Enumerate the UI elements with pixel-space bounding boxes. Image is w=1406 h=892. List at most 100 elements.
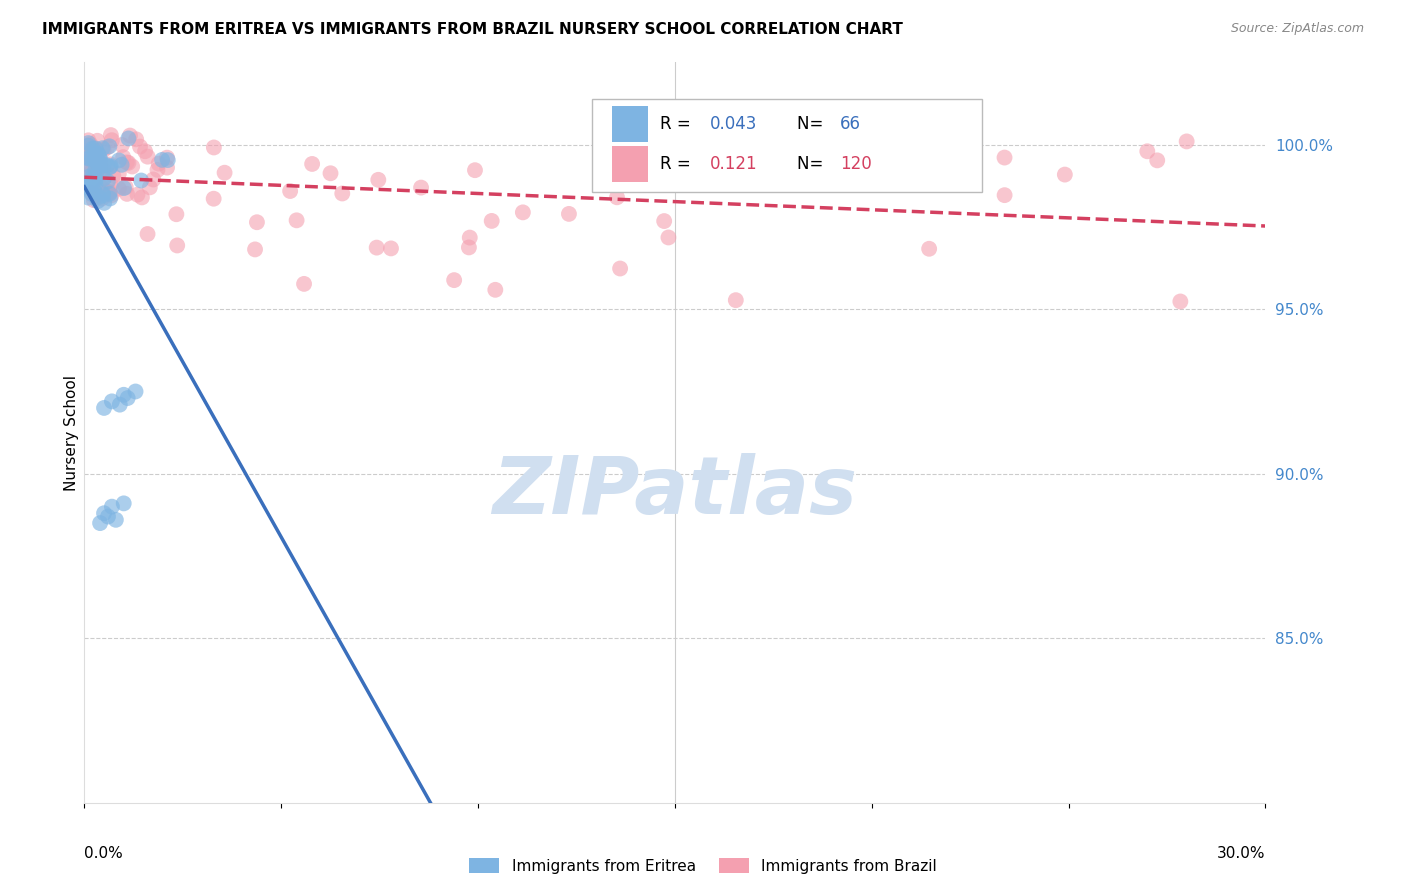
Point (129, 139, 152, 153)
Point (115, 155, 138, 169)
Point (80, 177, 103, 191)
Point (131, 190, 153, 204)
FancyBboxPatch shape (612, 146, 648, 182)
Point (100, 157, 122, 171)
Point (89, 155, 111, 169)
Point (484, 283, 506, 297)
Point (111, 158, 134, 172)
Text: 0.121: 0.121 (710, 155, 758, 173)
Point (79, 137, 101, 152)
Point (84, 163, 107, 178)
Point (77, 158, 100, 172)
Point (91, 188, 114, 202)
Point (100, 159, 122, 173)
Point (79, 169, 101, 184)
Point (77, 161, 100, 176)
Point (112, 496, 135, 510)
Point (82, 176, 104, 190)
Point (107, 182, 129, 196)
Point (93, 158, 115, 172)
Point (481, 214, 503, 228)
Point (98, 161, 121, 175)
Point (86, 163, 108, 178)
Point (512, 205, 534, 219)
Point (80, 186, 103, 200)
FancyBboxPatch shape (592, 100, 981, 192)
Point (77, 191, 100, 205)
Point (127, 187, 149, 202)
Point (91, 141, 114, 155)
Point (125, 132, 148, 146)
Point (108, 153, 131, 168)
Point (859, 169, 882, 184)
Text: ZIPatlas: ZIPatlas (492, 453, 858, 531)
Point (77, 181, 100, 195)
Point (86, 163, 108, 178)
Point (918, 242, 941, 256)
Point (165, 207, 187, 221)
Point (91, 181, 114, 195)
Point (118, 128, 141, 143)
Point (301, 157, 323, 171)
Point (609, 261, 631, 276)
Point (458, 240, 481, 254)
Point (103, 169, 125, 183)
Point (79, 146, 101, 161)
Point (80, 161, 103, 175)
Point (97, 185, 120, 199)
Point (91, 166, 114, 180)
Point (367, 173, 389, 187)
Point (319, 166, 342, 180)
Point (129, 173, 152, 187)
Point (87, 194, 110, 208)
Point (84, 166, 107, 180)
Point (79, 152, 101, 166)
Point (112, 150, 135, 164)
Point (84, 142, 107, 156)
Point (97, 174, 120, 188)
Point (117, 156, 139, 170)
Point (93, 171, 115, 186)
Point (84, 173, 107, 187)
Point (91, 192, 114, 206)
Point (91, 162, 114, 177)
Point (672, 163, 695, 178)
Point (100, 188, 122, 202)
Point (86, 144, 108, 158)
Point (1053, 168, 1076, 182)
Point (98, 139, 121, 153)
Point (146, 162, 169, 177)
Point (77, 176, 100, 190)
FancyBboxPatch shape (612, 106, 648, 142)
Point (156, 153, 179, 167)
Point (91, 186, 114, 201)
Point (89, 155, 111, 169)
Point (202, 192, 225, 206)
Legend: Immigrants from Eritrea, Immigrants from Brazil: Immigrants from Eritrea, Immigrants from… (463, 852, 943, 880)
Point (108, 167, 131, 181)
Point (93, 143, 115, 157)
Point (89, 152, 111, 166)
Point (380, 241, 402, 255)
Point (93, 195, 115, 210)
Point (86, 156, 108, 170)
Point (139, 180, 162, 194)
Point (98, 191, 121, 205)
Point (112, 388, 135, 402)
Point (1170, 294, 1192, 309)
Point (202, 140, 225, 154)
Point (89, 149, 111, 163)
Point (96, 158, 118, 172)
Point (77, 133, 100, 147)
Text: Source: ZipAtlas.com: Source: ZipAtlas.com (1230, 22, 1364, 36)
Point (96, 140, 118, 154)
Point (136, 227, 159, 241)
Point (724, 293, 747, 308)
Point (82, 141, 104, 155)
Point (366, 241, 388, 255)
Point (458, 230, 481, 244)
Point (98, 186, 121, 200)
Point (84, 151, 107, 165)
Point (84, 170, 107, 185)
Point (115, 186, 138, 201)
